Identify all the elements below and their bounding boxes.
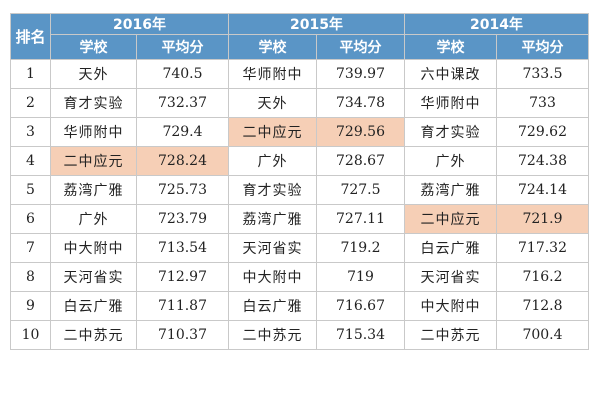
school-cell-2014: 育才实验 bbox=[404, 117, 497, 147]
school-cell-2016: 天外 bbox=[50, 59, 137, 89]
school-cell-2014: 中大附中 bbox=[404, 291, 497, 321]
score-cell-2015: 739.97 bbox=[316, 59, 405, 89]
table-row: 7 中大附中 713.54 天河省实 719.2 白云广雅 717.32 bbox=[10, 233, 589, 263]
school-cell-2015: 育才实验 bbox=[228, 175, 317, 205]
school-score-table: 排名 2016年 2015年 2014年 学校 平均分 学校 平均分 学校 平均… bbox=[10, 13, 589, 350]
rank-cell: 6 bbox=[10, 204, 51, 234]
school-cell-2015: 华师附中 bbox=[228, 59, 317, 89]
table-row: 8 天河省实 712.97 中大附中 719 天河省实 716.2 bbox=[10, 262, 589, 292]
table-row: 2 育才实验 732.37 天外 734.78 华师附中 733 bbox=[10, 88, 589, 118]
score-cell-2014: 712.8 bbox=[496, 291, 589, 321]
school-header: 学校 bbox=[228, 34, 317, 60]
score-cell-2014: 729.62 bbox=[496, 117, 589, 147]
school-header: 学校 bbox=[404, 34, 497, 60]
score-cell-2015: 716.67 bbox=[316, 291, 405, 321]
score-cell-2016: 713.54 bbox=[136, 233, 229, 263]
score-cell-2015: 715.34 bbox=[316, 320, 405, 350]
score-cell-2016: 712.97 bbox=[136, 262, 229, 292]
school-cell-2016: 白云广雅 bbox=[50, 291, 137, 321]
score-cell-2014: 733.5 bbox=[496, 59, 589, 89]
school-cell-2014: 华师附中 bbox=[404, 88, 497, 118]
score-cell-2015: 719 bbox=[316, 262, 405, 292]
score-cell-2014: 733 bbox=[496, 88, 589, 118]
school-cell-2014-highlighted: 二中应元 bbox=[404, 204, 497, 234]
rank-header: 排名 bbox=[10, 13, 51, 60]
score-cell-2015-highlighted: 729.56 bbox=[316, 117, 405, 147]
school-cell-2015: 中大附中 bbox=[228, 262, 317, 292]
school-cell-2015: 二中苏元 bbox=[228, 320, 317, 350]
score-cell-2014: 716.2 bbox=[496, 262, 589, 292]
score-cell-2015: 719.2 bbox=[316, 233, 405, 263]
table-row: 5 荔湾广雅 725.73 育才实验 727.5 荔湾广雅 724.14 bbox=[10, 175, 589, 205]
table-row: 1 天外 740.5 华师附中 739.97 六中课改 733.5 bbox=[10, 59, 589, 89]
school-cell-2015: 荔湾广雅 bbox=[228, 204, 317, 234]
rank-cell: 8 bbox=[10, 262, 51, 292]
score-cell-2015: 728.67 bbox=[316, 146, 405, 176]
school-cell-2015: 广外 bbox=[228, 146, 317, 176]
school-cell-2014: 二中苏元 bbox=[404, 320, 497, 350]
school-cell-2014: 白云广雅 bbox=[404, 233, 497, 263]
year-2014-header: 2014年 bbox=[404, 13, 589, 35]
school-cell-2014: 六中课改 bbox=[404, 59, 497, 89]
school-cell-2015: 白云广雅 bbox=[228, 291, 317, 321]
rank-cell: 5 bbox=[10, 175, 51, 205]
rank-cell: 3 bbox=[10, 117, 51, 147]
school-cell-2016: 中大附中 bbox=[50, 233, 137, 263]
table-row: 6 广外 723.79 荔湾广雅 727.11 二中应元 721.9 bbox=[10, 204, 589, 234]
school-cell-2016: 二中苏元 bbox=[50, 320, 137, 350]
score-header: 平均分 bbox=[136, 34, 229, 60]
score-header: 平均分 bbox=[316, 34, 405, 60]
school-cell-2014: 天河省实 bbox=[404, 262, 497, 292]
score-cell-2016-highlighted: 728.24 bbox=[136, 146, 229, 176]
year-2015-header: 2015年 bbox=[228, 13, 405, 35]
table-row: 9 白云广雅 711.87 白云广雅 716.67 中大附中 712.8 bbox=[10, 291, 589, 321]
school-cell-2015-highlighted: 二中应元 bbox=[228, 117, 317, 147]
score-cell-2015: 727.5 bbox=[316, 175, 405, 205]
table-row: 10 二中苏元 710.37 二中苏元 715.34 二中苏元 700.4 bbox=[10, 320, 589, 350]
score-cell-2016: 710.37 bbox=[136, 320, 229, 350]
score-cell-2015: 734.78 bbox=[316, 88, 405, 118]
score-header: 平均分 bbox=[496, 34, 589, 60]
score-cell-2016: 711.87 bbox=[136, 291, 229, 321]
rank-cell: 10 bbox=[10, 320, 51, 350]
score-cell-2014: 724.14 bbox=[496, 175, 589, 205]
school-header: 学校 bbox=[50, 34, 137, 60]
score-cell-2016: 723.79 bbox=[136, 204, 229, 234]
score-cell-2015: 727.11 bbox=[316, 204, 405, 234]
school-cell-2016-highlighted: 二中应元 bbox=[50, 146, 137, 176]
school-cell-2016: 华师附中 bbox=[50, 117, 137, 147]
school-cell-2014: 广外 bbox=[404, 146, 497, 176]
score-cell-2014-highlighted: 721.9 bbox=[496, 204, 589, 234]
school-cell-2016: 天河省实 bbox=[50, 262, 137, 292]
school-cell-2016: 育才实验 bbox=[50, 88, 137, 118]
score-cell-2014: 700.4 bbox=[496, 320, 589, 350]
school-cell-2016: 广外 bbox=[50, 204, 137, 234]
rank-cell: 1 bbox=[10, 59, 51, 89]
score-cell-2016: 732.37 bbox=[136, 88, 229, 118]
table-row: 4 二中应元 728.24 广外 728.67 广外 724.38 bbox=[10, 146, 589, 176]
school-cell-2014: 荔湾广雅 bbox=[404, 175, 497, 205]
column-header-row: 学校 平均分 学校 平均分 学校 平均分 bbox=[11, 34, 589, 60]
score-cell-2014: 724.38 bbox=[496, 146, 589, 176]
rank-cell: 7 bbox=[10, 233, 51, 263]
school-cell-2015: 天外 bbox=[228, 88, 317, 118]
year-header-row: 排名 2016年 2015年 2014年 bbox=[10, 13, 589, 60]
rank-cell: 4 bbox=[10, 146, 51, 176]
score-cell-2016: 740.5 bbox=[136, 59, 229, 89]
score-table-container: 排名 2016年 2015年 2014年 学校 平均分 学校 平均分 学校 平均… bbox=[10, 13, 589, 350]
score-cell-2016: 729.4 bbox=[136, 117, 229, 147]
score-cell-2014: 717.32 bbox=[496, 233, 589, 263]
school-cell-2016: 荔湾广雅 bbox=[50, 175, 137, 205]
rank-cell: 2 bbox=[10, 88, 51, 118]
rank-cell: 9 bbox=[10, 291, 51, 321]
year-2016-header: 2016年 bbox=[50, 13, 229, 35]
school-cell-2015: 天河省实 bbox=[228, 233, 317, 263]
table-row: 3 华师附中 729.4 二中应元 729.56 育才实验 729.62 bbox=[10, 117, 589, 147]
score-cell-2016: 725.73 bbox=[136, 175, 229, 205]
